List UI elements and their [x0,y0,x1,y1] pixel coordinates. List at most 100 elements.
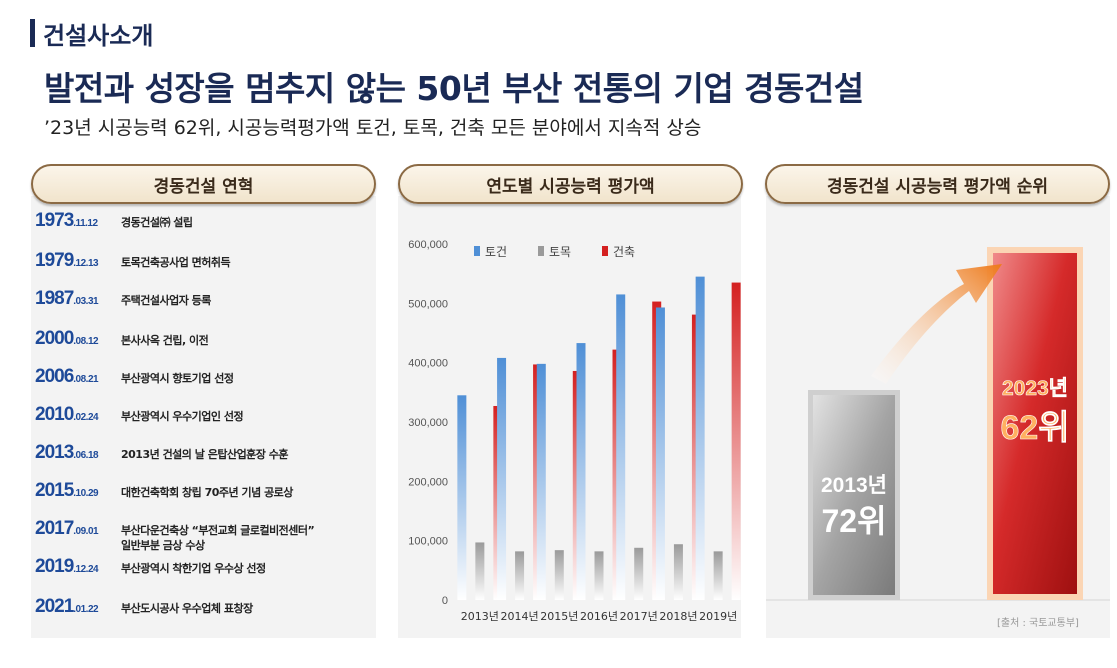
history-date: 2019.12.24 [35,556,121,578]
chart-panel [398,196,741,638]
bar-토목-2017년 [634,547,644,600]
history-year: 2006 [35,366,74,387]
history-day: .08.21 [73,374,99,385]
history-year: 2017 [35,518,74,539]
history-date: 2013.06.18 [35,442,121,464]
history-date: 1973.11.12 [35,210,121,232]
section-label: 건설사소개 [43,21,154,50]
rank-title: 경동건설 시공능력 평가액 순위 [765,164,1110,204]
history-item: 2017.09.01 부산다운건축상 “부전교회 글로컬비전센터” 일반부분 금상… [35,518,315,553]
legend-item: 토건 [474,245,507,259]
bar-토목-2015년 [554,550,564,600]
history-year: 1973 [35,210,74,231]
history-text: 부산다운건축상 “부전교회 글로컬비전센터” 일반부분 금상 수상 [121,524,315,552]
bar-토건-2018년 [655,307,665,600]
history-item: 2006.08.21 부산광역시 향토기업 선정 [35,366,234,388]
rank-bar-2023: 2023년 62위 [987,247,1083,600]
history-item: 2021.01.22 부산도시공사 우수업체 표창장 [35,596,253,618]
history-text: 부산광역시 착한기업 우수상 선정 [121,562,266,575]
history-item: 1973.11.12 경동건설㈜ 설립 [35,210,193,232]
x-tick-label: 2019년 [699,610,737,623]
bar-토건-2014년 [497,357,507,600]
history-year: 2021 [35,596,74,617]
bar-토건-2013년 [457,395,467,600]
history-day: .03.31 [73,296,99,307]
history-date: 2021.01.22 [35,596,121,618]
rank-year-2013: 2013년 [821,474,887,497]
legend-item: 토목 [538,245,571,259]
rank-year-2023: 2023년 [1002,377,1068,400]
history-title: 경동건설 연혁 [31,164,376,204]
history-date: 1979.12.13 [35,250,121,272]
history-day: .09.01 [73,526,99,537]
bar-토목-2016년 [594,551,604,600]
section-tag-bar [30,19,35,47]
x-tick-label: 2016년 [580,610,618,623]
y-tick-label: 100,000 [408,536,448,548]
history-date: 2017.09.01 [35,518,121,540]
bar-토목-2018년 [673,544,683,600]
rank-bar-2013: 2013년 72위 [808,390,900,600]
x-tick-label: 2014년 [501,610,539,623]
bar-토건-2016년 [576,343,586,600]
rank-graphic: 2013년 72위 2023년 62위 [766,247,1110,601]
history-year: 2015 [35,480,74,501]
y-tick-label: 500,000 [408,298,448,310]
history-text: 토목건축공사업 면허취득 [121,256,231,269]
page-subline: ’23년 시공능력 62위, 시공능력평가액 토건, 토목, 건축 모든 분야에… [44,117,702,139]
history-date: 1987.03.31 [35,288,121,310]
history-text: 부산광역시 우수기업인 선정 [121,410,244,423]
history-year: 2010 [35,404,74,425]
history-day: .12.24 [73,564,99,575]
history-date: 2000.08.12 [35,328,121,350]
history-date: 2006.08.21 [35,366,121,388]
history-year: 2000 [35,328,74,349]
history-text: 경동건설㈜ 설립 [121,216,193,229]
history-date: 2015.10.29 [35,480,121,502]
page-headline: 발전과 성장을 멈추지 않는 50년 부산 전통의 기업 경동건설 [44,69,864,108]
x-tick-label: 2017년 [620,610,658,623]
history-year: 2013 [35,442,74,463]
bar-토목-2014년 [515,551,525,600]
history-day: .12.13 [73,258,99,269]
y-tick-label: 300,000 [408,417,448,429]
history-item: 2015.10.29 대한건축학회 창립 70주년 기념 공로상 [35,480,293,502]
legend-swatch [602,246,608,256]
history-text: 2013년 건설의 날 은탑산업훈장 수훈 [121,448,289,461]
bar-건축-2019년 [731,282,741,600]
history-day: .08.12 [73,336,99,347]
legend-label: 토목 [549,245,571,259]
legend-item: 건축 [602,245,635,259]
y-tick-label: 600,000 [408,239,448,251]
capacity-bar-chart: 0 100,000 200,000 300,000 400,000 500,000 600,… [408,239,741,623]
history-item: 2000.08.12 본사사옥 건립, 이전 [35,328,209,350]
source-note: [출처 : 국토교통부] [997,618,1079,629]
legend-swatch [474,246,480,256]
history-day: .01.22 [73,604,99,615]
history-day: .10.29 [73,488,99,499]
y-tick-label: 400,000 [408,358,448,370]
legend-label: 건축 [613,245,635,259]
growth-arrow [871,264,1002,384]
history-panel [31,196,376,638]
rank-value-2013: 72위 [821,503,886,539]
history-year: 2019 [35,556,74,577]
rank-value-2023: 62위 [1000,409,1069,447]
history-text: 부산도시공사 우수업체 표창장 [121,602,253,615]
legend-swatch [538,246,544,256]
bar-토건-2019년 [695,276,705,600]
section-tag: 건설사소개 [30,18,154,50]
history-item: 2013.06.18 2013년 건설의 날 은탑산업훈장 수훈 [35,442,289,464]
history-day: .06.18 [73,450,99,461]
x-tick-label: 2018년 [659,610,697,623]
history-item: 2010.02.24 부산광역시 우수기업인 선정 [35,404,244,426]
history-text: 부산광역시 향토기업 선정 [121,372,234,385]
history-year: 1987 [35,288,74,309]
legend-label: 토건 [485,245,507,259]
bar-토목-2019년 [713,551,723,600]
bar-토목-2013년 [475,542,485,600]
x-tick-label: 2013년 [461,610,499,623]
history-day: .02.24 [73,412,99,423]
chart-title: 연도별 시공능력 평가액 [398,164,743,204]
history-text: 주택건설사업자 등록 [121,294,211,307]
